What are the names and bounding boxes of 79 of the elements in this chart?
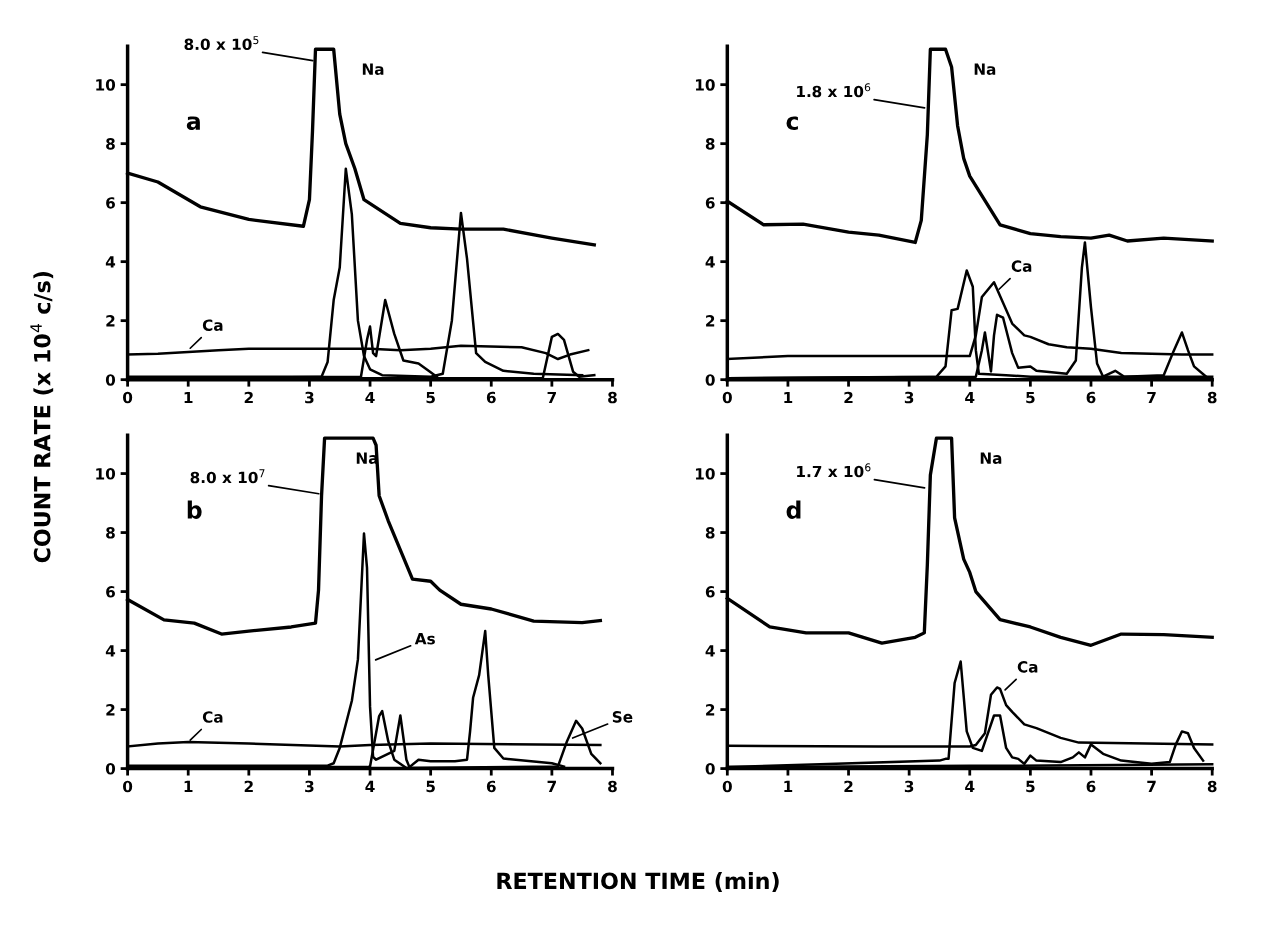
text: b [187,500,202,519]
x-tick-label: 0 [123,391,133,404]
y-tick-label: 2 [106,704,115,716]
x-tick-label: 7 [547,780,556,792]
annotation: 8.0 x 10$^{5}$ [184,36,259,51]
x-tick-label: 0 [722,391,732,404]
x-tick-label: 5 [426,391,435,404]
x-tick-label: 5 [1026,391,1035,404]
annotation: Na [974,63,996,75]
x-tick-label: 7 [1147,780,1156,792]
x-tick-label: 2 [844,780,853,792]
x-tick-label: 7 [547,391,556,404]
y-tick-label: 2 [106,315,115,327]
x-tick-label: 0 [123,780,133,793]
x-tick-label: 5 [1026,780,1035,793]
x-tick-label: 8 [608,780,617,793]
y-tick-label: 6 [106,197,115,209]
annotation: Ca [1017,661,1038,673]
x-tick-label: 6 [486,391,496,404]
x-tick-label: 1 [784,391,793,404]
y-tick-label: 4 [105,256,116,268]
x-tick-label: 6 [1086,780,1096,793]
y-tick-label: 2 [706,704,715,716]
x-tick-label: 5 [426,780,435,793]
y-tick-label: 4 [705,645,715,657]
x-tick-label: 6 [1086,391,1096,404]
x-tick-label: 0 [722,780,732,793]
y-tick-label: 0 [705,763,715,775]
y-tick-label: 4 [705,256,715,268]
text: d [786,500,801,519]
x-tick-label: 3 [904,391,914,404]
annotation: Se [612,711,633,723]
x-tick-label: 4 [365,391,375,404]
x-tick-label: 3 [904,780,914,793]
x-tick-label: 6 [486,780,496,793]
annotation: 8.0 x 10$^{7}$ [190,469,265,484]
x-tick-label: 1 [184,391,193,404]
annotation: As [414,633,435,645]
y-tick-label: 6 [106,586,115,598]
y-tick-label: 6 [705,197,715,209]
x-tick-label: 2 [244,780,253,792]
x-tick-label: 1 [184,780,193,792]
x-tick-label: 2 [244,391,253,404]
x-tick-label: 4 [365,780,375,792]
x-tick-label: 8 [1207,391,1217,404]
y-tick-label: 6 [705,586,715,598]
annotation: Ca [202,711,223,723]
y-tick-label: 10 [96,468,116,480]
annotation: Ca [202,319,223,331]
x-tick-label: 8 [608,391,617,404]
y-tick-label: 10 [695,468,715,480]
annotation: Na [362,63,384,75]
y-tick-label: 10 [96,79,116,91]
y-tick-label: 10 [695,79,715,91]
text: c [786,116,798,130]
x-tick-label: 4 [965,780,975,792]
y-tick-label: 8 [705,138,715,150]
x-tick-label: 4 [965,391,975,404]
y-tick-label: 8 [106,527,115,539]
y-tick-label: 0 [705,374,715,386]
annotation: 1.8 x 10$^{6}$ [797,83,871,98]
x-tick-label: 2 [844,391,853,404]
y-tick-label: 0 [105,763,116,775]
x-tick-label: 1 [784,780,793,792]
y-axis-title: COUNT RATE (x 10$^{4}$ c/s) [30,271,54,563]
annotation: Ca [1011,260,1032,272]
y-tick-label: 8 [106,138,115,150]
y-tick-label: 8 [705,527,715,539]
annotation: Na [980,452,1002,464]
x-tick-label: 7 [1147,391,1156,404]
x-axis-title: RETENTION TIME (min) [497,872,779,892]
annotation: 1.7 x 10$^{6}$ [797,463,871,478]
x-tick-label: 3 [305,391,314,404]
y-tick-label: 2 [706,315,715,327]
text: a [186,116,200,130]
x-tick-label: 3 [305,780,314,793]
x-tick-label: 8 [1207,780,1217,793]
y-tick-label: 0 [105,374,116,386]
y-tick-label: 4 [105,645,116,657]
